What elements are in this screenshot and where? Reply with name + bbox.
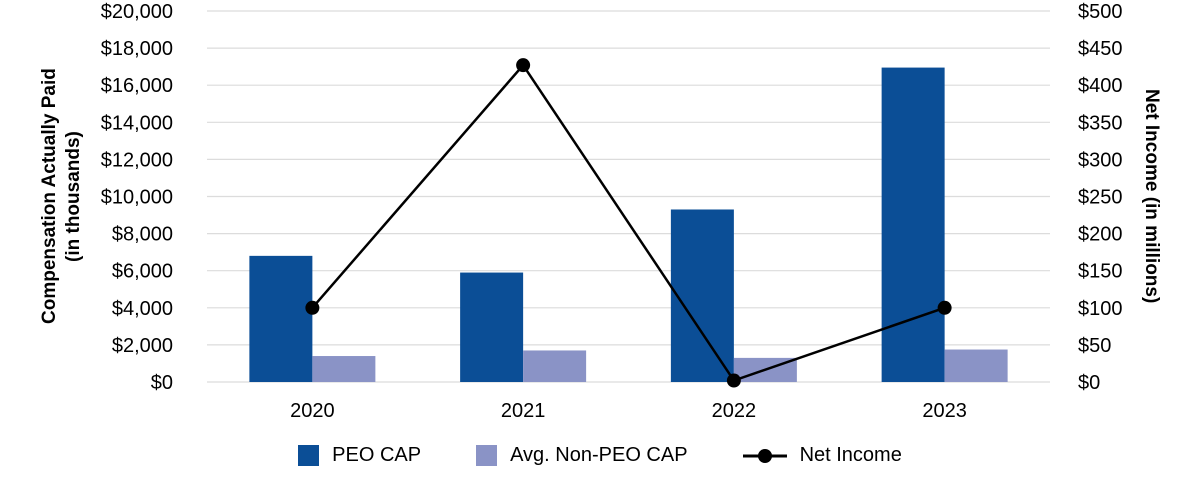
x-axis-label: 2022 xyxy=(712,400,757,422)
legend-label-peo-cap: PEO CAP xyxy=(332,444,422,466)
net-income-point xyxy=(516,58,531,73)
left-axis-tick-label: $14,000 xyxy=(101,112,173,134)
left-axis-tick-label: $18,000 xyxy=(101,38,173,60)
avg-non-peo-cap-bar xyxy=(312,356,376,382)
avg-non-peo-cap-swatch-icon xyxy=(476,445,498,466)
right-axis-tick-label: $0 xyxy=(1078,372,1100,394)
right-axis-tick-label: $300 xyxy=(1078,149,1123,171)
legend-item-net-income: Net Income xyxy=(742,444,902,467)
legend-item-peo-cap: PEO CAP xyxy=(298,444,421,467)
peo-cap-bar xyxy=(249,255,313,382)
right-axis-tick-label: $450 xyxy=(1078,38,1123,60)
left-axis-tick-label: $10,000 xyxy=(101,187,173,209)
right-axis-tick-label: $350 xyxy=(1078,112,1123,134)
left-axis-tick-label: $12,000 xyxy=(101,149,173,171)
peo-cap-bar xyxy=(881,67,945,382)
left-axis-tick-label: $8,000 xyxy=(112,224,173,246)
right-axis-tick-label: $150 xyxy=(1078,261,1123,283)
x-axis-label: 2023 xyxy=(922,400,967,422)
peo-cap-bar xyxy=(670,209,734,382)
net-income-point xyxy=(305,300,320,315)
legend-label-avg-non-peo-cap: Avg. Non-PEO CAP xyxy=(510,444,688,466)
right-axis-title: Net Income (in millions) xyxy=(1141,89,1162,304)
x-axis-label: 2021 xyxy=(501,400,546,422)
right-axis-tick-label: $250 xyxy=(1078,187,1123,209)
left-axis-tick-label: $16,000 xyxy=(101,75,173,97)
avg-non-peo-cap-bar xyxy=(944,349,1008,382)
net-income-point xyxy=(726,373,741,388)
net-income-line xyxy=(311,63,946,383)
net-income-line-marker-icon xyxy=(742,448,787,463)
right-axis-tick-label: $500 xyxy=(1078,1,1123,23)
left-axis-tick-label: $4,000 xyxy=(112,298,173,320)
legend-label-net-income: Net Income xyxy=(799,444,902,466)
x-axis-label: 2020 xyxy=(290,400,335,422)
legend: PEO CAP Avg. Non-PEO CAP Net Income xyxy=(0,444,1200,467)
avg-non-peo-cap-bar xyxy=(523,350,587,382)
left-axis-tick-label: $0 xyxy=(151,372,173,394)
net-income-point xyxy=(937,300,952,315)
left-axis-tick-label: $2,000 xyxy=(112,335,173,357)
left-axis-tick-label: $20,000 xyxy=(101,1,173,23)
right-axis-tick-label: $400 xyxy=(1078,75,1123,97)
right-axis-tick-label: $50 xyxy=(1078,335,1111,357)
peo-cap-bar xyxy=(460,272,524,382)
legend-item-avg-non-peo-cap: Avg. Non-PEO CAP xyxy=(476,444,688,467)
right-axis-tick-label: $100 xyxy=(1078,298,1123,320)
peo-cap-swatch-icon xyxy=(298,445,320,466)
right-axis-tick-label: $200 xyxy=(1078,224,1123,246)
left-axis-tick-label: $6,000 xyxy=(112,261,173,283)
